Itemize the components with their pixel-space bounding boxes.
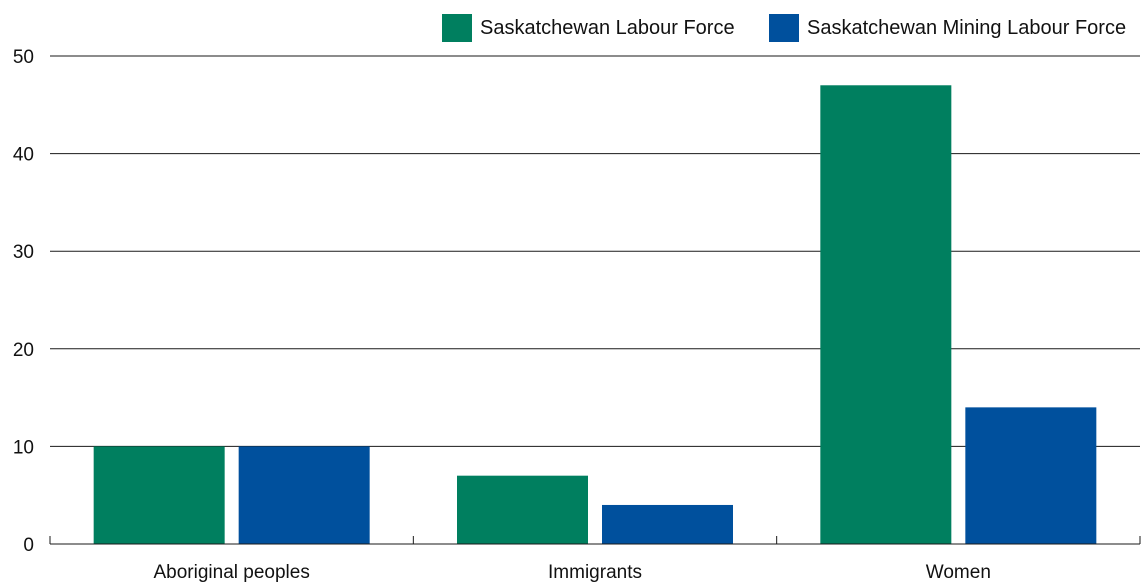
bar <box>457 475 588 544</box>
bar <box>238 446 370 544</box>
y-tick-label: 20 <box>13 340 34 361</box>
bar <box>93 446 225 544</box>
legend-label-labour-force: Saskatchewan Labour Force <box>480 16 735 39</box>
y-tick-label: 50 <box>13 47 34 68</box>
bars <box>93 85 1097 544</box>
y-tick-label: 40 <box>13 145 34 166</box>
y-axis-tick-labels: 0 10 20 30 40 50 <box>13 47 34 556</box>
bar <box>602 504 733 544</box>
legend-label-mining-labour-force: Saskatchewan Mining Labour Force <box>807 16 1127 39</box>
bar <box>965 407 1097 544</box>
gridlines <box>50 55 1140 447</box>
chart-legend: Saskatchewan Labour Force Saskatchewan M… <box>0 14 1143 44</box>
legend-item-mining-labour-force: Saskatchewan Mining Labour Force <box>769 14 1126 42</box>
x-axis <box>49 536 1141 545</box>
y-tick-label: 30 <box>13 242 34 263</box>
legend-item-labour-force: Saskatchewan Labour Force <box>442 14 735 42</box>
x-tick-label: Women <box>926 562 991 582</box>
legend-swatch-labour-force <box>442 14 472 42</box>
legend-swatch-mining-labour-force <box>769 14 799 42</box>
y-tick-label: 0 <box>23 535 34 556</box>
y-tick-label: 10 <box>13 437 34 458</box>
x-tick-label: Immigrants <box>548 562 642 582</box>
bar <box>820 85 952 544</box>
x-tick-label: Aboriginal peoples <box>153 562 309 582</box>
x-axis-tick-labels: Aboriginal peoples Immigrants Women <box>153 562 990 582</box>
